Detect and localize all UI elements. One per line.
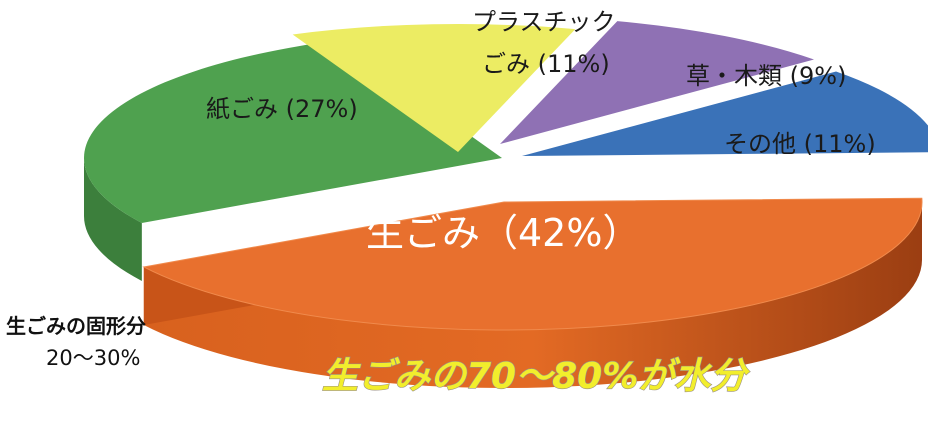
pie-slice-food-waste [142, 197, 923, 388]
water-content-banner: 生ごみの70～80%が水分 [322, 356, 750, 397]
pie-slice-grass-wood [500, 21, 815, 145]
solid-content-label: 生ごみの固形分 [6, 314, 146, 338]
pie-slice-plastic [292, 24, 576, 152]
pie-slice-paper-rim [84, 158, 142, 281]
label-plastic-line2: ごみ (11%) [482, 50, 610, 78]
pie-slice-food-waste-top [142, 197, 923, 331]
solid-content-range: 20～30% [46, 346, 141, 370]
label-plastic-line1: プラスチック [472, 8, 616, 36]
label-paper: 紙ごみ (27%) [206, 95, 358, 123]
label-grass-wood: 草・木類 (9%) [686, 62, 846, 90]
pie-slice-plastic-top [292, 24, 576, 152]
pie-slice-other-top [522, 71, 928, 156]
label-food-waste: 生ごみ（42%） [366, 211, 640, 255]
pie-slice-other [522, 71, 928, 156]
label-other: その他 (11%) [724, 130, 876, 158]
pie-slice-grass-wood-top [500, 21, 815, 145]
pie-slice-food-waste-rim [143, 202, 923, 388]
solid-content-note: 生ごみの固形分 20～30% [6, 310, 146, 374]
